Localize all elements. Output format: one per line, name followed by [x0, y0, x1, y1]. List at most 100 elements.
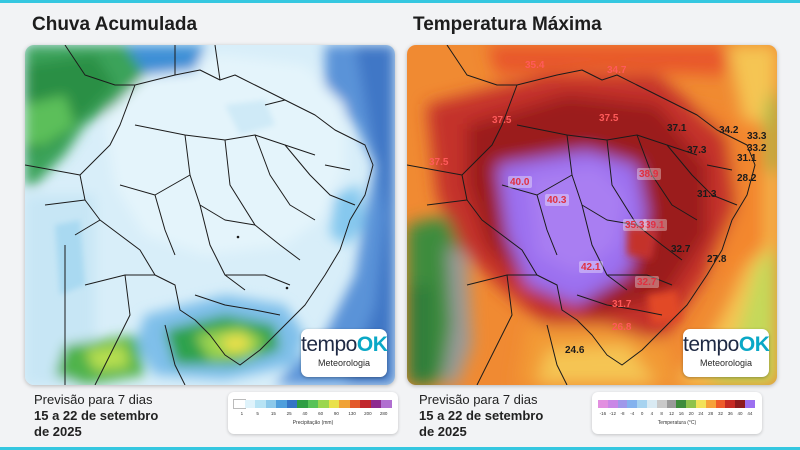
tempook-logo: tempoOK Meteorologia [683, 329, 770, 377]
temperature-label: 37.3 [687, 145, 707, 156]
temperature-label-bg [637, 168, 661, 180]
temperature-legend-swatch [646, 400, 657, 408]
temperature-legend-swatch [744, 400, 755, 408]
temperature-map-graphic: 35.4 34.7 37.5 37.5 37.1 34.2 33.3 37.3 33.231.1… [407, 45, 777, 385]
tempook-logo-subtitle: Meteorologia [699, 358, 753, 368]
temperature-legend-swatch [686, 400, 696, 408]
rain-forecast-caption: Previsão para 7 dias 15 a 22 de setembro… [34, 392, 158, 440]
temperature-year: de 2025 [419, 424, 467, 439]
temperature-legend-swatch [676, 400, 687, 408]
temperature-label-bg [545, 194, 569, 206]
temperature-map[interactable]: 35.4 34.7 37.5 37.5 37.1 34.2 33.3 37.3 33.2 31.1… [407, 45, 777, 385]
temperature-label: 37.5 [492, 115, 512, 126]
temperature-legend-tick: -4 [630, 411, 635, 416]
rain-legend-tick: 90 [333, 411, 339, 416]
temperature-label: 42.1 [581, 262, 601, 273]
temperature-legend-tick: 28 [708, 411, 714, 416]
temperature-label: 31.1 [737, 153, 757, 164]
rain-legend-swatch [360, 400, 371, 408]
temperature-legend-swatch [607, 400, 618, 408]
temperature-legend-swatch [725, 400, 736, 408]
temperature-legend-swatches [598, 400, 755, 408]
temperature-label: 33.3 [747, 131, 767, 142]
temperature-label: 32.7 [671, 244, 691, 255]
rain-legend-tick: 15 [270, 411, 276, 416]
rain-legend-swatch [318, 400, 329, 408]
temperature-label-bg [635, 276, 659, 288]
temperature-legend-swatch [705, 400, 716, 408]
temperature-legend-swatch [637, 400, 647, 408]
temperature-label: 37.5 [429, 157, 449, 168]
tempook-logo-subtitle: Meteorologia [317, 358, 371, 368]
temperature-legend-ticks: -16 -12 -8 -4 0 4 8 12 16 20 24 28 32 36 40 44 [598, 411, 755, 416]
temperature-label: 40.3 [547, 195, 567, 206]
rain-legend-swatch [370, 400, 381, 408]
rain-legend-caption: Precipitação (mm) [292, 420, 334, 426]
temperature-legend-tick: 0 [640, 411, 644, 416]
temperature-legend-tick: 32 [717, 411, 723, 416]
temperature-legend-swatch [666, 400, 677, 408]
temperature-label: 39.1 [645, 220, 665, 231]
rain-year: de 2025 [34, 424, 82, 439]
rain-map[interactable]: tempoOK Meteorologia [25, 45, 395, 385]
temperature-forecast-caption: Previsão para 7 dias 15 a 22 de setembro… [419, 392, 543, 440]
rain-legend: 1 5 15 25 40 60 90 130 200 280 Precipitação (mm) [228, 392, 398, 434]
temperature-legend: -16 -12 -8 -4 0 4 8 12 16 20 24 28 32 36 40 44 Temperat… [592, 392, 762, 434]
temperature-legend-tick: 20 [688, 411, 694, 416]
rain-forecast-period: Previsão para 7 dias [34, 392, 153, 407]
temperature-label-bg [623, 219, 647, 231]
temperature-legend-tick: 24 [698, 411, 704, 416]
temperature-label: 37.1 [667, 123, 687, 134]
temperature-label: 31.7 [612, 299, 632, 310]
rain-legend-swatch [286, 400, 297, 408]
rain-legend-swatch [244, 400, 255, 408]
temperature-legend-swatch [735, 400, 745, 408]
rain-legend-swatch [255, 400, 266, 408]
rain-legend-tick: 5 [256, 411, 259, 416]
temperature-label-bg [579, 261, 603, 273]
temperature-label: 34.7 [607, 65, 627, 76]
rain-legend-swatch [233, 399, 246, 409]
tempook-logo: tempoOK Meteorologia [301, 329, 388, 377]
rain-legend-swatch [339, 400, 350, 408]
rain-legend-swatch [307, 400, 318, 408]
temperature-label: 24.6 [565, 345, 585, 356]
rain-legend-tick: 40 [302, 411, 308, 416]
temperature-label: 33.2 [747, 143, 767, 154]
temperature-label: 34.2 [719, 125, 739, 136]
rain-date-range: 15 a 22 de setembro [34, 408, 159, 423]
temperature-legend-swatch [715, 400, 726, 408]
temperature-legend-swatch [695, 400, 706, 408]
temperature-panel: Temperatura Máxima [400, 0, 790, 450]
temperature-legend-tick: 36 [727, 411, 733, 416]
temperature-legend-swatch [617, 400, 628, 408]
temperature-label: 35.4 [525, 60, 545, 71]
temperature-label: 37.5 [599, 113, 619, 124]
temperature-label-bg [643, 219, 667, 231]
rain-legend-swatch [265, 400, 276, 408]
rain-legend-tick: 280 [379, 411, 388, 416]
rain-panel: Chuva Acumulada [10, 0, 400, 450]
rain-legend-swatch [297, 400, 308, 408]
temperature-legend-tick: 16 [678, 411, 684, 416]
temperature-legend-tick: 8 [660, 411, 663, 416]
rain-legend-swatches [233, 399, 392, 409]
temperature-legend-tick: -12 [609, 411, 616, 416]
temperature-legend-swatch [598, 400, 608, 408]
rain-legend-swatch [328, 400, 339, 408]
rain-legend-tick: 60 [318, 411, 324, 416]
rain-legend-tick: 200 [364, 411, 372, 416]
rain-legend-tick: 1 [240, 411, 244, 416]
tempook-logo-text: tempoOK [683, 333, 770, 356]
rain-map-graphic [25, 45, 395, 385]
temperature-label: 26.8 [612, 322, 632, 333]
temperature-panel-title: Temperatura Máxima [413, 14, 602, 35]
temperature-labels: 35.4 34.7 37.5 37.5 37.1 34.2 33.3 37.3 33.231.1… [429, 60, 767, 356]
temperature-legend-swatch [656, 400, 667, 408]
tempook-logo-text: tempoOK [301, 333, 388, 356]
temperature-legend-caption: Temperatura (°C) [657, 420, 697, 426]
temperature-label: 35.3 [625, 220, 645, 231]
temperature-legend-tick: 12 [668, 411, 674, 416]
temperature-legend-tick: 4 [650, 411, 654, 416]
